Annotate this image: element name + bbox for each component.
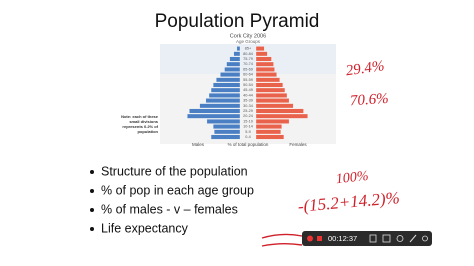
female-bar	[255, 46, 265, 51]
female-bar	[255, 67, 275, 72]
male-bar	[224, 67, 241, 72]
handwritten-note: 100%	[335, 169, 369, 187]
tool-icon[interactable]	[422, 235, 428, 242]
female-bar	[255, 61, 274, 67]
age-label: 35-39	[243, 99, 253, 103]
age-label: 10-14	[243, 125, 253, 129]
male-bar	[199, 103, 241, 109]
male-bar	[226, 61, 241, 67]
bullet-text: % of pop in each age group	[101, 183, 254, 197]
female-bar	[255, 87, 286, 93]
male-bar	[189, 108, 241, 114]
female-bar	[255, 124, 282, 129]
male-bar	[212, 82, 241, 88]
female-bar	[255, 93, 288, 98]
handwritten-note: 70.6%	[349, 91, 389, 110]
female-bar	[255, 98, 290, 103]
female-bar	[255, 134, 285, 140]
bullet-list: Structure of the population % of pop in e…	[90, 164, 254, 235]
age-label: 40-44	[243, 93, 253, 97]
age-label: 80-84	[243, 52, 253, 56]
bullet-text: % of males - v – females	[101, 202, 238, 216]
age-label: 0-4	[245, 135, 251, 139]
male-bar	[214, 129, 241, 135]
male-bar	[210, 134, 241, 140]
record-button[interactable]	[307, 235, 313, 242]
age-label: 30-34	[243, 104, 253, 108]
legend-entry: Females	[289, 142, 307, 147]
tool-icon[interactable]	[382, 234, 391, 243]
female-bar	[255, 72, 277, 77]
female-bar	[255, 113, 308, 119]
male-bar	[212, 124, 241, 129]
bullet-dot	[90, 189, 94, 193]
tool-icon[interactable]	[369, 234, 377, 243]
age-label: 15-19	[243, 119, 253, 123]
female-bar	[255, 129, 281, 135]
chart-title: Cork City 2006	[230, 33, 266, 39]
stop-button[interactable]	[317, 236, 322, 241]
age-label: 45-49	[243, 88, 253, 92]
age-label: 5-9	[245, 130, 251, 134]
bullet-text: Structure of the population	[101, 164, 248, 178]
bullet-dot	[90, 208, 94, 212]
age-label: 60-64	[243, 73, 253, 77]
tool-icon[interactable]	[396, 235, 404, 242]
legend-entry: Males	[192, 142, 205, 147]
female-bar	[255, 51, 268, 57]
chart-band	[160, 44, 336, 74]
recording-toolbar	[302, 231, 432, 246]
chart-note: Note: each of these small divisions repr…	[121, 114, 158, 134]
bullet-dot	[90, 227, 94, 231]
age-label: 55-59	[243, 78, 253, 82]
note-box: Note: each of these small divisions repr…	[121, 114, 158, 134]
female-bar	[255, 103, 294, 109]
female-bar	[255, 108, 304, 114]
pen-icon[interactable]	[409, 234, 417, 243]
male-bar	[210, 87, 241, 93]
x-axis-label: % of total population	[228, 142, 269, 147]
male-bar	[206, 119, 241, 124]
age-label: 50-54	[243, 83, 253, 87]
female-bar	[255, 56, 272, 62]
female-bar	[255, 119, 290, 124]
female-bar	[255, 77, 280, 83]
female-bar	[255, 82, 284, 88]
age-label: 85+	[245, 47, 252, 51]
age-label: 75-79	[243, 57, 253, 61]
male-bar	[236, 46, 241, 51]
age-label: 25-29	[243, 109, 253, 113]
male-bar	[229, 56, 241, 62]
age-label: 70-74	[243, 62, 253, 66]
male-bar	[208, 93, 241, 98]
handwritten-note: 29.4%	[345, 58, 386, 79]
bullet-dot	[90, 170, 94, 174]
male-bar	[187, 113, 241, 119]
male-bar	[233, 51, 241, 57]
male-bar	[205, 98, 241, 103]
age-label: 65-69	[243, 67, 253, 71]
timer: 00:12:37	[328, 234, 357, 243]
chart-subtitle: Age Groups	[236, 39, 261, 44]
male-bar	[220, 72, 241, 77]
bullet-text: Life expectancy	[101, 221, 189, 235]
male-bar	[216, 77, 241, 83]
slide-title: Population Pyramid	[155, 11, 320, 32]
age-label: 20-24	[243, 114, 253, 118]
ink-stroke	[261, 233, 303, 247]
